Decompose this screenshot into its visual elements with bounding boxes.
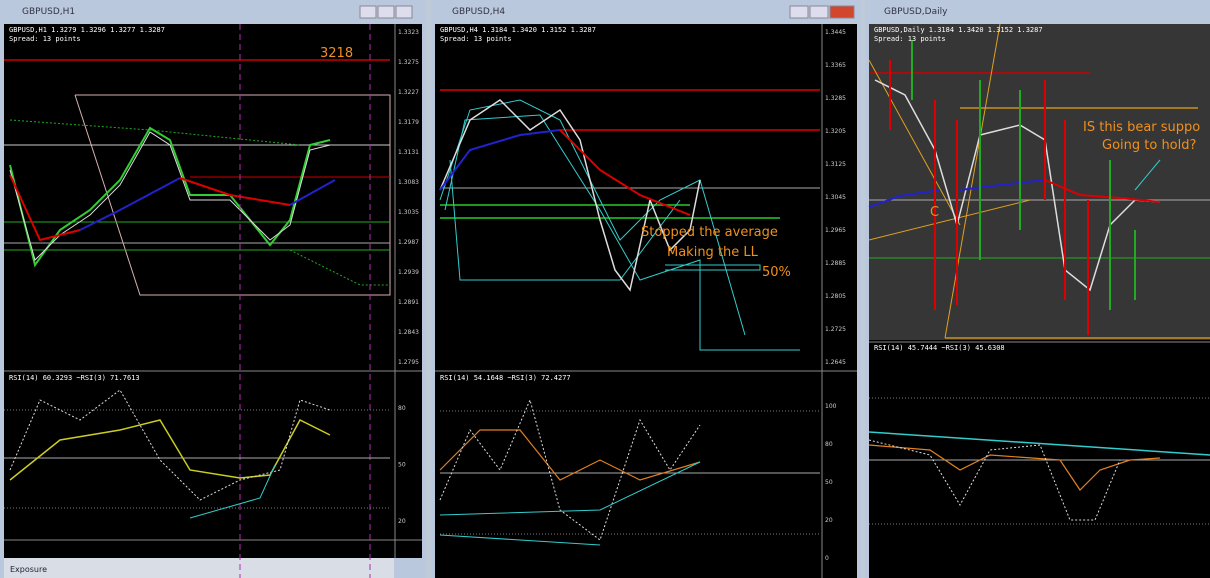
window-title: GBPUSD,H4 — [452, 7, 505, 17]
chart-drawing — [868, 23, 1210, 525]
axis-label: 1.3083 — [398, 179, 419, 186]
window-title: GBPUSD,H1 — [22, 7, 75, 17]
axis-label: 1.3131 — [398, 149, 419, 156]
axis-label: 1.2795 — [398, 359, 419, 366]
annotation: C — [930, 205, 939, 220]
terminal-tab[interactable]: Exposure — [10, 565, 47, 574]
spread: Spread: 13 points — [874, 35, 946, 43]
axis-label: 1.3285 — [825, 95, 846, 102]
indicator-label: RSI(14) 45.7444 ~RSI(3) 45.6308 — [874, 344, 1005, 352]
axis-label: 1.2885 — [825, 260, 846, 267]
axis-label: 1.2965 — [825, 227, 846, 234]
axis-label: 80 — [825, 441, 833, 448]
axis-label: 1.3227 — [398, 89, 419, 96]
indicator-label: RSI(14) 60.3293 ~RSI(3) 71.7613 — [9, 374, 140, 382]
axis-label: 1.3045 — [825, 194, 846, 201]
axis-label: 80 — [398, 405, 406, 412]
chart-header: GBPUSD,H1 1.3279 1.3296 1.3277 1.3287 — [9, 26, 165, 34]
axis-label: 1.2891 — [398, 299, 419, 306]
annotation: 3218 — [320, 46, 353, 61]
axis-label: 1.2939 — [398, 269, 419, 276]
axis-label: 1.2987 — [398, 239, 419, 246]
axis-label: 50 — [825, 479, 833, 486]
axis-label: 1.3275 — [398, 59, 419, 66]
annotation: IS this bear suppo — [1083, 120, 1200, 135]
chart-drawing — [4, 24, 391, 578]
axis-label: 1.2725 — [825, 326, 846, 333]
axis-label: 1.3035 — [398, 209, 419, 216]
axis-label: 20 — [825, 517, 833, 524]
axis-label: 100 — [825, 403, 837, 410]
annotation: 50% — [762, 265, 791, 280]
terminal-panel — [4, 558, 394, 578]
chart-header: GBPUSD,Daily 1.3184 1.3420 1.3152 1.3287 — [874, 26, 1043, 34]
annotation: Making the LL — [667, 245, 759, 260]
chart-header: GBPUSD,H4 1.3184 1.3420 1.3152 1.3287 — [440, 26, 596, 34]
chart-area — [435, 24, 857, 578]
axis-label: 1.3179 — [398, 119, 419, 126]
window-title: GBPUSD,Daily — [884, 7, 948, 17]
axis-label: 0 — [825, 555, 829, 562]
axis-label: 1.2843 — [398, 329, 419, 336]
spread: Spread: 13 points — [9, 35, 81, 43]
chart-drawing — [439, 89, 820, 546]
axis-label: 1.3445 — [825, 29, 846, 36]
axis-label: 1.3323 — [398, 29, 419, 36]
window-buttons[interactable] — [359, 5, 855, 19]
axis-label: 1.3205 — [825, 128, 846, 135]
chart-shade — [869, 24, 1210, 340]
axis-label: 20 — [398, 518, 406, 525]
axis-label: 1.3125 — [825, 161, 846, 168]
axis-label: 1.3365 — [825, 62, 846, 69]
axis-label: 1.2645 — [825, 359, 846, 366]
axis-label: 1.2805 — [825, 293, 846, 300]
annotation: Going to hold? — [1102, 138, 1196, 153]
annotation: Stopped the average — [641, 225, 778, 240]
indicator-label: RSI(14) 54.1648 ~RSI(3) 72.4277 — [440, 374, 571, 382]
spread: Spread: 13 points — [440, 35, 512, 43]
axis-label: 50 — [398, 462, 406, 469]
chart-area — [4, 24, 422, 558]
